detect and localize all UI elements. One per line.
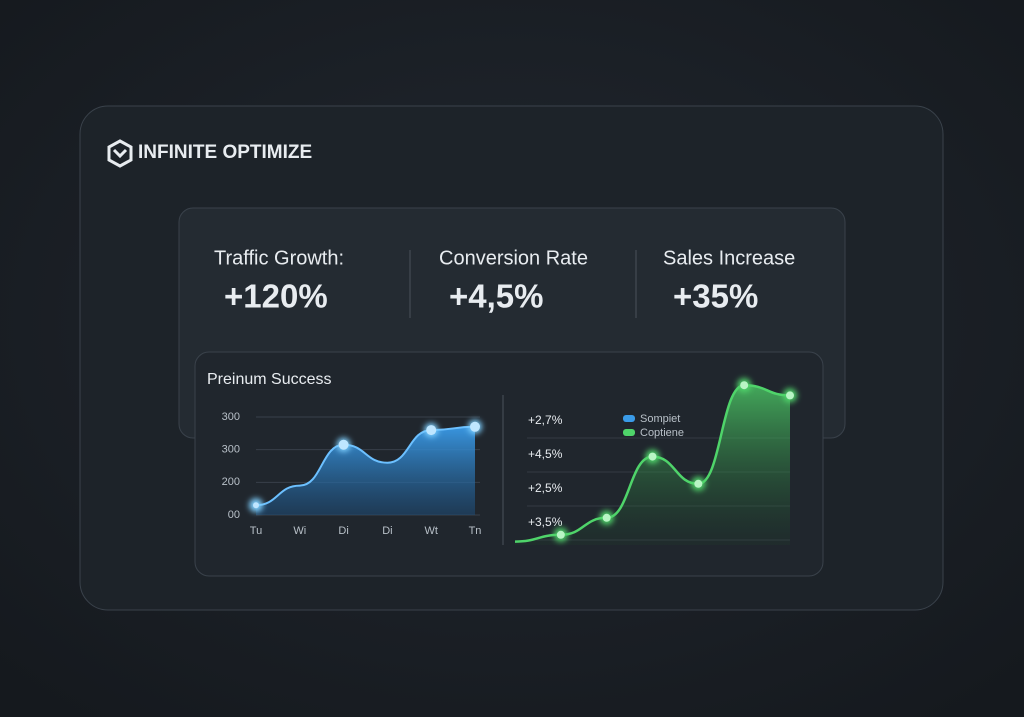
y-tick-label: +2,5% bbox=[528, 481, 563, 495]
y-tick-label: +4,5% bbox=[528, 447, 563, 461]
metric-value: +4,5% bbox=[449, 278, 544, 315]
metric-label: Conversion Rate bbox=[439, 247, 588, 269]
brand-logo bbox=[107, 139, 133, 168]
x-tick-label: Tu bbox=[250, 525, 262, 537]
point bbox=[786, 391, 794, 400]
legend-label: Coptiene bbox=[640, 427, 684, 439]
y-tick-label: 200 bbox=[222, 476, 240, 488]
area bbox=[515, 385, 790, 545]
x-tick-label: Wt bbox=[424, 525, 437, 537]
point bbox=[602, 513, 611, 522]
point bbox=[253, 502, 259, 509]
y-tick-label: +2,7% bbox=[528, 413, 563, 427]
brand-name: INFINITE OPTIMIZE bbox=[138, 142, 312, 163]
x-tick-label: Tn bbox=[469, 525, 482, 537]
metric-label: Traffic Growth: bbox=[214, 247, 344, 269]
point bbox=[556, 530, 565, 539]
y-tick-label: 00 bbox=[228, 509, 240, 521]
chart-title: Preinum Success bbox=[207, 371, 332, 388]
legend-swatch bbox=[623, 415, 635, 422]
point bbox=[740, 381, 749, 390]
point bbox=[338, 439, 349, 450]
y-tick-label: 300 bbox=[222, 444, 240, 456]
x-tick-label: Di bbox=[382, 525, 392, 537]
x-tick-label: Di bbox=[338, 525, 348, 537]
metric-label: Sales Increase bbox=[663, 247, 795, 269]
y-tick-label: +3,5% bbox=[528, 515, 563, 529]
metric-value: +120% bbox=[224, 278, 328, 315]
x-tick-label: Wi bbox=[293, 525, 306, 537]
metric-value: +35% bbox=[673, 278, 758, 315]
point bbox=[648, 452, 657, 461]
y-tick-label: 300 bbox=[222, 411, 240, 423]
point bbox=[470, 421, 480, 432]
area bbox=[256, 426, 475, 515]
legend-swatch bbox=[623, 429, 635, 436]
point bbox=[694, 479, 703, 488]
point bbox=[426, 425, 437, 436]
legend-label: Sompiet bbox=[640, 413, 680, 425]
